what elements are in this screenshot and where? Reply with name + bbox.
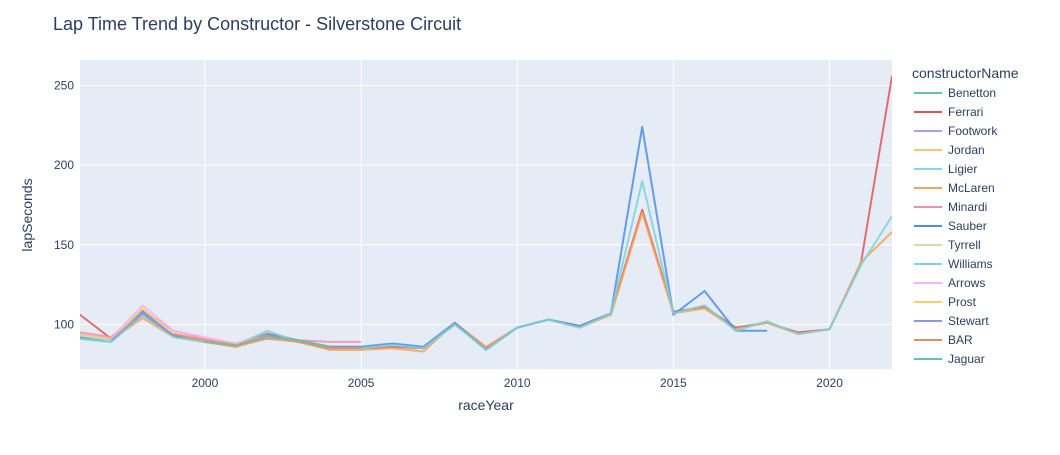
chart-title: Lap Time Trend by Constructor - Silverst…: [53, 14, 461, 34]
legend-item-prost[interactable]: Prost: [914, 295, 977, 309]
y-tick-label: 200: [54, 158, 74, 172]
series-line-arrows: [110, 304, 268, 345]
legend-label: Stewart: [948, 314, 989, 328]
series-line-stewart: [110, 312, 175, 342]
legend-item-ferrari[interactable]: Ferrari: [914, 105, 983, 119]
x-tick-label: 2010: [504, 376, 531, 390]
legend-item-benetton[interactable]: Benetton: [914, 86, 996, 100]
legend-label: McLaren: [948, 181, 995, 195]
x-tick-label: 2015: [660, 376, 687, 390]
legend-label: BAR: [948, 333, 973, 347]
legend-label: Prost: [948, 295, 977, 309]
legend-label: Ligier: [948, 162, 977, 176]
legend-label: Jordan: [948, 143, 985, 157]
legend-label: Footwork: [948, 124, 998, 138]
legend-label: Tyrrell: [948, 238, 981, 252]
legend-label: Ferrari: [948, 105, 983, 119]
legend-item-jaguar[interactable]: Jaguar: [914, 352, 985, 366]
legend-label: Arrows: [948, 276, 985, 290]
legend-item-tyrrell[interactable]: Tyrrell: [914, 238, 981, 252]
x-axis-ticks: 2000 2005 2010 2015 2020: [192, 376, 844, 390]
y-tick-label: 150: [54, 238, 74, 252]
plot-background: [80, 60, 892, 369]
series-line-jaguar: [204, 336, 331, 348]
legend-item-williams[interactable]: Williams: [914, 257, 993, 271]
legend-item-sauber[interactable]: Sauber: [914, 219, 987, 233]
legend: constructorName Benetton Ferrari Footwork J…: [912, 65, 1019, 366]
y-axis-ticks: 100 150 200 250: [54, 78, 74, 331]
x-tick-label: 2020: [816, 376, 843, 390]
x-tick-label: 2000: [192, 376, 219, 390]
y-axis-title: lapSeconds: [19, 178, 35, 251]
series-line-bar: [173, 333, 362, 350]
series-lines: [80, 75, 892, 353]
x-axis-title: raceYear: [458, 397, 514, 413]
legend-label: Williams: [948, 257, 993, 271]
legend-item-mclaren[interactable]: McLaren: [914, 181, 995, 195]
legend-item-minardi[interactable]: Minardi: [914, 200, 987, 214]
legend-item-bar[interactable]: BAR: [914, 333, 973, 347]
x-tick-label: 2005: [348, 376, 375, 390]
legend-item-stewart[interactable]: Stewart: [914, 314, 989, 328]
legend-label: Benetton: [948, 86, 996, 100]
legend-item-ligier[interactable]: Ligier: [914, 162, 977, 176]
legend-label: Jaguar: [948, 352, 985, 366]
legend-label: Minardi: [948, 200, 987, 214]
legend-item-arrows[interactable]: Arrows: [914, 276, 985, 290]
legend-item-footwork[interactable]: Footwork: [914, 124, 998, 138]
legend-title: constructorName: [912, 65, 1019, 81]
legend-item-jordan[interactable]: Jordan: [914, 143, 985, 157]
y-tick-label: 250: [54, 78, 74, 92]
legend-label: Sauber: [948, 219, 987, 233]
y-tick-label: 100: [54, 317, 74, 331]
